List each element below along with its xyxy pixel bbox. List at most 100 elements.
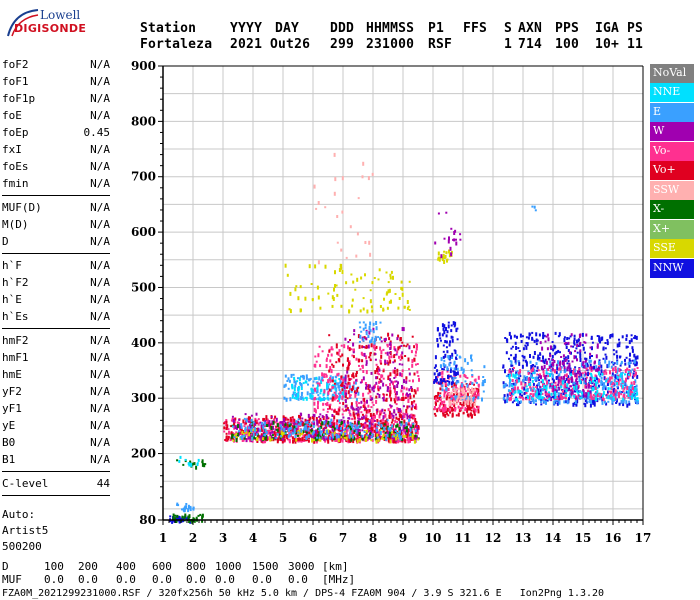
echo-point-w xyxy=(581,364,584,366)
echo-point-e xyxy=(612,362,615,364)
echo-point-vo- xyxy=(224,421,227,423)
echo-point-w xyxy=(367,344,370,349)
echo-point-e xyxy=(550,368,553,372)
x-tick-label: 11 xyxy=(455,531,472,545)
echo-point-w xyxy=(275,417,278,422)
echo-point-w xyxy=(311,436,314,439)
echo-point-x- xyxy=(236,432,239,437)
echo-point-vo- xyxy=(578,367,581,371)
echo-point-e xyxy=(456,354,459,357)
echo-point-vo- xyxy=(294,433,297,436)
echo-point-nnw xyxy=(606,383,609,386)
echo-point-e xyxy=(534,376,537,381)
echo-point-e xyxy=(313,377,316,381)
echo-point-w xyxy=(540,375,542,380)
echo-point-w xyxy=(401,327,404,331)
echo-point-w xyxy=(353,408,356,411)
echo-point-nnw xyxy=(584,399,587,403)
echo-point-vo- xyxy=(464,397,467,401)
param-row: foE N/A xyxy=(2,107,110,124)
echo-point-w xyxy=(590,366,593,371)
echo-point-x- xyxy=(254,437,257,440)
echo-point-e xyxy=(558,373,561,378)
echo-point-sse xyxy=(394,293,397,295)
echo-point-nne xyxy=(320,381,323,384)
echo-point-sse xyxy=(448,253,451,258)
echo-point-e xyxy=(621,371,624,374)
echo-point-vo- xyxy=(416,363,419,365)
echo-point-e xyxy=(182,507,185,512)
echo-point-w xyxy=(405,380,408,384)
echo-point-e xyxy=(545,400,547,405)
echo-point-sse xyxy=(345,436,348,441)
echo-point-e xyxy=(396,432,399,435)
echo-point-vo- xyxy=(388,355,391,360)
logo-line2: DIGISONDE xyxy=(14,22,87,35)
echo-point-vo- xyxy=(414,403,417,408)
echo-point-sse xyxy=(311,438,314,443)
echo-point-nnw xyxy=(521,394,523,398)
legend-item: SSE xyxy=(650,239,694,259)
echo-point-sse xyxy=(393,434,396,438)
echo-point-e xyxy=(375,326,378,331)
echo-point-vo- xyxy=(266,429,269,434)
echo-point-w xyxy=(583,364,586,369)
echo-point-x- xyxy=(176,459,179,462)
echo-point-x- xyxy=(266,424,269,427)
echo-point-vo- xyxy=(433,406,436,410)
echo-point-sse xyxy=(378,268,381,272)
echo-point-vo- xyxy=(624,380,627,383)
echo-point-vo- xyxy=(519,369,522,374)
echo-point-e xyxy=(526,377,529,381)
echo-point-sse xyxy=(386,306,389,310)
echo-point-vo- xyxy=(338,402,341,405)
echo-point-w xyxy=(540,365,543,370)
echo-point-e xyxy=(312,384,315,387)
echo-point-e xyxy=(320,430,323,433)
echo-point-vo- xyxy=(314,408,316,412)
echo-point-w xyxy=(548,394,551,398)
echo-point-w xyxy=(393,436,396,440)
echo-point-x- xyxy=(305,431,308,434)
echo-point-nnw xyxy=(578,370,581,374)
logo-line1: Lowell xyxy=(40,8,81,22)
echo-point-nnw xyxy=(502,364,505,369)
echo-point-e xyxy=(543,398,546,403)
echo-point-e xyxy=(255,433,258,436)
echo-point-x- xyxy=(172,513,175,518)
echo-point-e xyxy=(329,375,332,379)
echo-point-e xyxy=(533,368,536,371)
echo-point-sse xyxy=(310,432,313,435)
echo-point-sse xyxy=(295,438,298,442)
echo-point-vo- xyxy=(384,399,387,402)
echo-point-w xyxy=(557,383,560,386)
x-tick-label: 1 xyxy=(159,531,167,545)
echo-point-ssw xyxy=(466,399,469,402)
echo-point-vo- xyxy=(246,428,249,431)
echo-point-nnw xyxy=(433,379,436,382)
echo-point-x- xyxy=(197,514,200,517)
param-value: N/A xyxy=(90,160,110,173)
param-value: N/A xyxy=(90,143,110,156)
echo-point-w xyxy=(307,413,310,418)
echo-point-ssw xyxy=(456,399,459,403)
echo-point-nnw xyxy=(444,380,447,383)
echo-point-vo- xyxy=(436,381,438,384)
echo-point-e xyxy=(366,434,369,437)
echo-point-vo- xyxy=(412,379,414,383)
echo-point-nnw xyxy=(563,338,566,343)
echo-point-vo- xyxy=(459,402,462,405)
echo-point-sse xyxy=(340,266,343,270)
header-value: 299 xyxy=(330,37,355,52)
echo-point-e xyxy=(451,357,453,359)
echo-point-nnw xyxy=(573,334,576,338)
echo-point-vo- xyxy=(355,401,358,404)
echo-point-nne xyxy=(591,376,594,379)
echo-point-vo- xyxy=(584,384,587,389)
echo-point-sse xyxy=(344,430,346,433)
echo-point-w xyxy=(355,392,357,394)
echo-point-w xyxy=(401,415,404,420)
echo-point-w xyxy=(594,360,596,364)
echo-point-nnw xyxy=(597,384,600,388)
echo-point-nnw xyxy=(455,372,457,376)
